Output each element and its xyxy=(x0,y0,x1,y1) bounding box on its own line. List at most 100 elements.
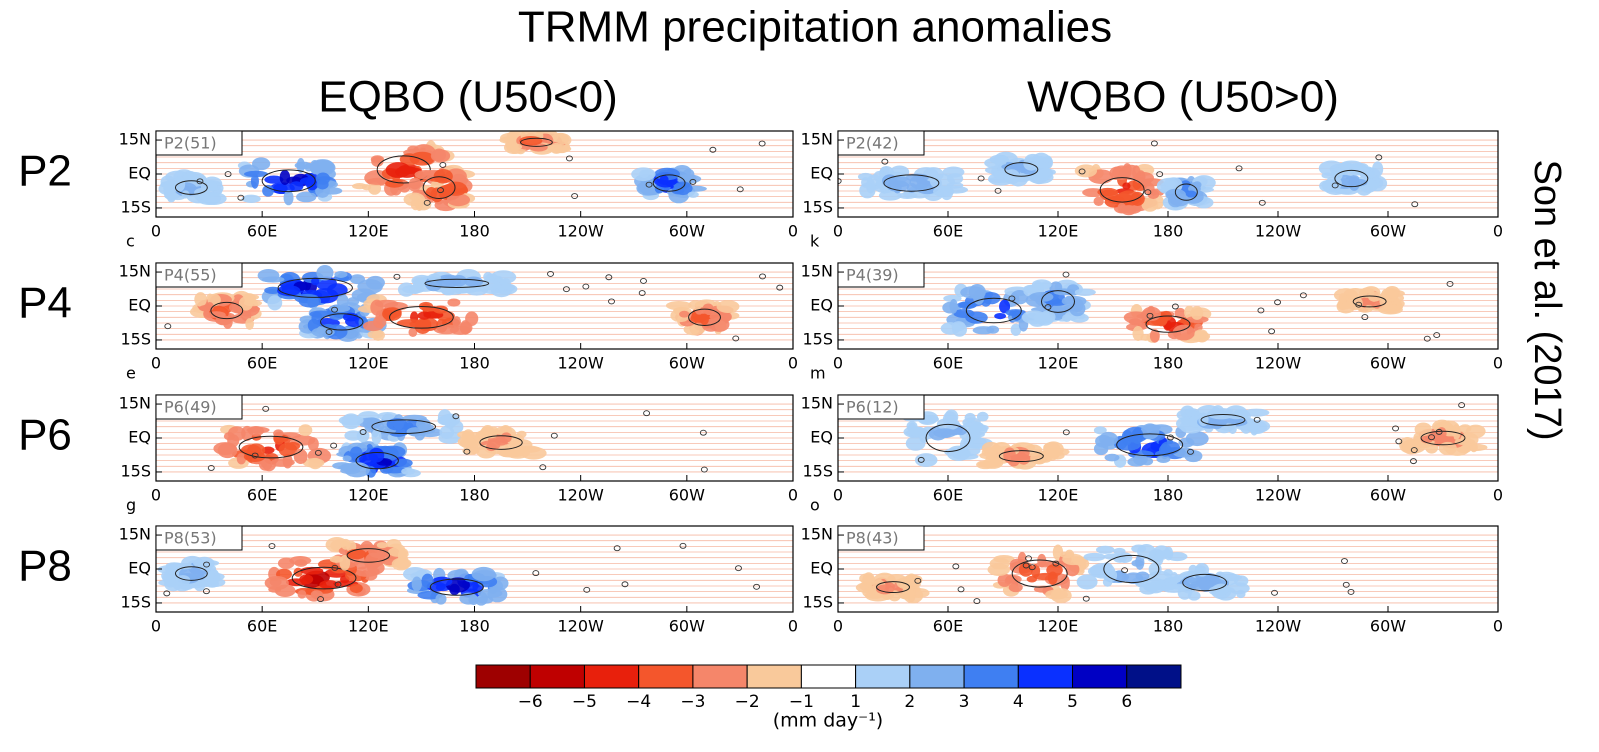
anomaly-patch xyxy=(294,559,308,567)
anomaly-patch xyxy=(449,583,460,596)
anomaly-patch xyxy=(1196,577,1206,587)
small-contour xyxy=(314,449,322,456)
anomaly-patch xyxy=(1192,181,1202,189)
panel-letter: k xyxy=(810,232,820,251)
anomaly-patch xyxy=(1097,187,1119,197)
significance-contour xyxy=(1200,413,1246,426)
anomaly-patch xyxy=(965,311,988,324)
anomaly-patch xyxy=(679,310,690,318)
small-contour xyxy=(452,413,460,420)
anomaly-patch xyxy=(1010,323,1022,336)
anomaly-patch xyxy=(264,286,282,295)
anomaly-patch xyxy=(273,429,284,438)
anomaly-patch xyxy=(311,277,320,286)
small-contour xyxy=(643,410,651,417)
small-contour xyxy=(638,290,646,296)
anomaly-patch xyxy=(329,555,344,563)
anomaly-patch xyxy=(1164,178,1178,188)
small-contour xyxy=(331,564,339,571)
anomaly-patch xyxy=(1243,408,1270,417)
lon-label: 180 xyxy=(1153,486,1184,505)
lon-label: 180 xyxy=(459,486,490,505)
anomaly-patch xyxy=(1141,197,1159,212)
small-contour xyxy=(1411,201,1419,208)
small-contour xyxy=(1347,588,1355,595)
lat-label: 15S xyxy=(802,329,833,348)
small-contour xyxy=(736,186,744,193)
lon-label: 180 xyxy=(1153,222,1184,241)
lat-label: EQ xyxy=(810,164,833,183)
panel-label-box xyxy=(837,130,925,156)
colorbar-box xyxy=(855,664,911,689)
anomaly-patch xyxy=(943,294,962,303)
lat-label: EQ xyxy=(810,559,833,578)
anomaly-patch xyxy=(1140,423,1160,440)
anomaly-patch xyxy=(284,441,301,451)
small-contour xyxy=(613,545,621,552)
anomaly-patch xyxy=(1372,161,1384,177)
anomaly-patch xyxy=(349,583,363,594)
anomaly-patch xyxy=(205,302,214,311)
anomaly-patch xyxy=(264,575,289,591)
small-contour xyxy=(759,273,766,280)
small-contour xyxy=(700,466,708,473)
anomaly-patch xyxy=(483,432,497,439)
anomaly-patch xyxy=(987,563,1010,576)
anomaly-patch xyxy=(1062,314,1072,322)
lon-label: 120E xyxy=(1038,222,1079,241)
anomaly-patch xyxy=(344,430,363,441)
small-contour xyxy=(1342,581,1350,588)
lon-label: 120E xyxy=(348,222,389,241)
lon-label: 0 xyxy=(788,486,798,505)
small-contour xyxy=(1458,402,1466,409)
small-contour xyxy=(1062,271,1070,278)
significance-contour xyxy=(174,566,208,581)
small-contour xyxy=(1257,307,1265,314)
small-contour xyxy=(699,429,707,436)
lat-label: 15N xyxy=(119,525,151,544)
anomaly-patch xyxy=(277,285,301,297)
panel-label-box xyxy=(837,262,925,288)
side-note: Son et al. (2017) xyxy=(1526,160,1568,441)
small-contour xyxy=(640,277,647,284)
colorbar-tick-label: −5 xyxy=(572,692,597,712)
anomaly-patch xyxy=(699,313,709,325)
anomaly-patch xyxy=(383,446,399,461)
anomaly-patch xyxy=(371,428,382,445)
anomaly-patch xyxy=(161,571,170,581)
anomaly-patch xyxy=(459,321,473,334)
significance-contour xyxy=(1334,169,1369,188)
anomaly-patch xyxy=(299,574,314,585)
anomaly-patch xyxy=(344,462,370,478)
anomaly-patch xyxy=(1104,453,1120,462)
colorbar-box xyxy=(963,664,1019,689)
anomaly-patch xyxy=(1127,180,1142,191)
small-contour xyxy=(1392,425,1400,432)
lon-label: 180 xyxy=(459,617,490,636)
colorbar: −6 −5 −4 −3 −2 −1 1 2 3 4 5 6 xyxy=(475,664,1182,712)
anomaly-patch xyxy=(217,442,238,459)
anomaly-patch xyxy=(1194,329,1208,339)
anomaly-patch xyxy=(444,181,468,196)
anomaly-patch xyxy=(881,174,898,188)
panel-label-box xyxy=(837,394,925,420)
anomaly-patch xyxy=(1043,441,1064,458)
column-title: EQBO (U50<0) xyxy=(318,73,618,122)
small-contour xyxy=(237,194,245,201)
lon-label: 60E xyxy=(247,617,277,636)
colorbar-box xyxy=(1072,664,1128,689)
significance-contour xyxy=(1352,295,1387,308)
small-contour xyxy=(562,286,570,293)
anomaly-patch xyxy=(976,411,989,422)
lat-label: 15S xyxy=(120,461,151,480)
small-contour xyxy=(1446,280,1454,287)
lat-label: EQ xyxy=(128,428,151,447)
anomaly-patch xyxy=(1003,169,1021,185)
anomaly-patch xyxy=(876,584,895,595)
small-contour xyxy=(571,193,579,199)
small-contour xyxy=(1028,564,1036,571)
significance-contour xyxy=(652,174,686,192)
lat-label: EQ xyxy=(810,296,833,315)
small-contour xyxy=(1025,555,1032,562)
anomaly-patch xyxy=(1194,563,1210,577)
